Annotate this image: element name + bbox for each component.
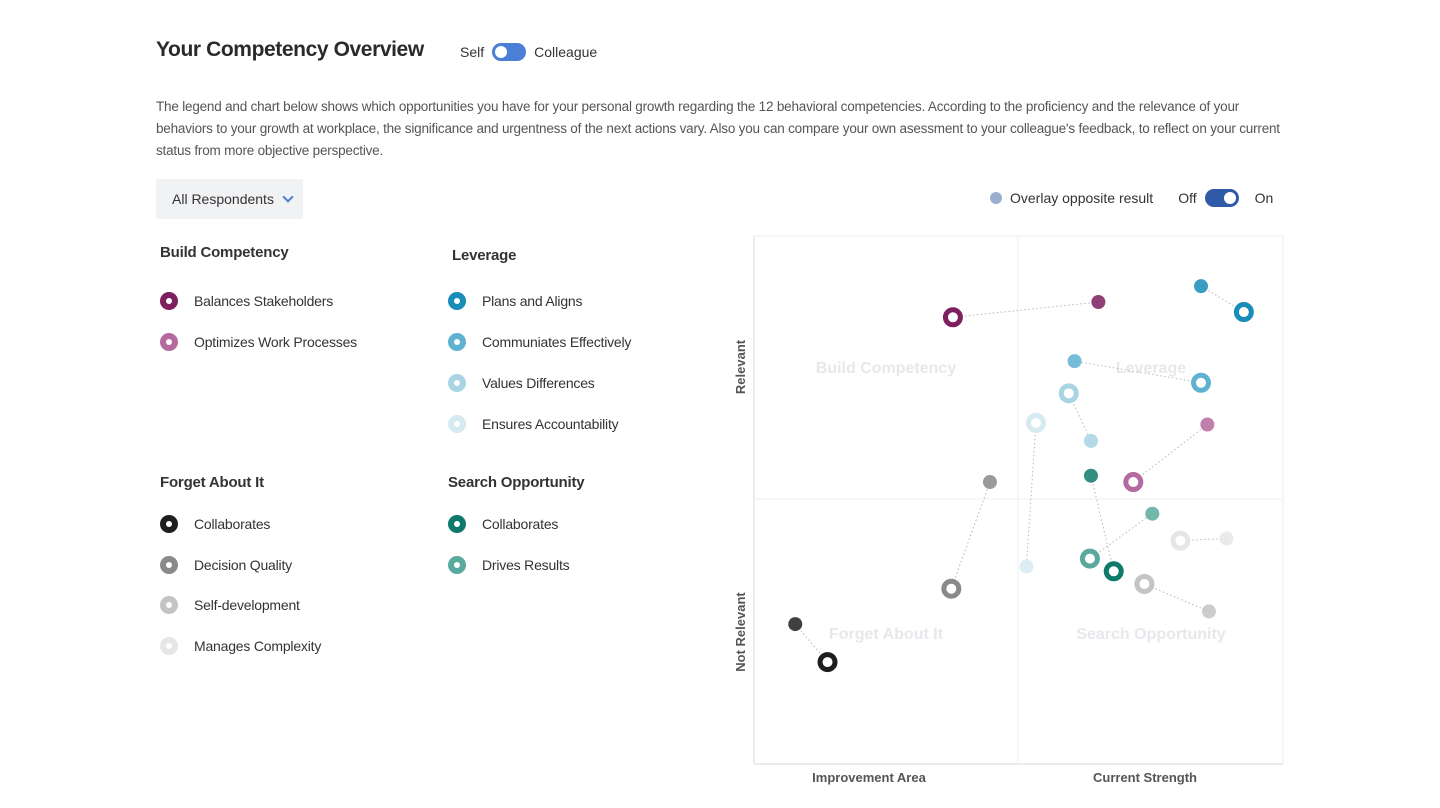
legend-ring-icon: [160, 292, 178, 310]
self-point: [1025, 412, 1046, 433]
legend-item[interactable]: Communiates Effectively: [448, 333, 631, 351]
legend-label: Decision Quality: [194, 557, 292, 573]
chart-svg: Build Competency Leverage Forget About I…: [733, 235, 1284, 785]
legend-label: Drives Results: [482, 557, 570, 573]
overlay-dot-icon: [990, 192, 1002, 204]
legend-title-build: Build Competency: [160, 244, 289, 261]
chart-marks: [788, 279, 1254, 673]
self-point: [817, 652, 838, 673]
competency-scatter-chart: Build Competency Leverage Forget About I…: [730, 230, 1290, 800]
legend-item[interactable]: Drives Results: [448, 556, 570, 574]
legend-ring-icon: [160, 637, 178, 655]
colleague-point: [788, 617, 803, 632]
connector-line: [1089, 513, 1153, 560]
legend-label: Optimizes Work Processes: [194, 334, 357, 350]
legend-label: Manages Complexity: [194, 638, 322, 654]
connector-line: [1090, 475, 1115, 572]
self-point: [1233, 302, 1254, 323]
legend-ring-icon: [448, 374, 466, 392]
legend-title-forget: Forget About It: [160, 474, 264, 491]
self-point: [1079, 548, 1100, 569]
self-point: [1058, 383, 1079, 404]
legend-label: Communiates Effectively: [482, 334, 632, 350]
quadrant-label-build: Build Competency: [816, 360, 957, 377]
connector-line: [950, 481, 991, 589]
colleague-point: [982, 475, 997, 490]
legend-title-search: Search Opportunity: [448, 474, 585, 491]
self-point: [942, 307, 963, 328]
legend-ring-icon: [160, 333, 178, 351]
legend-item[interactable]: Decision Quality: [160, 556, 292, 574]
colleague-point: [1067, 354, 1082, 369]
legend-item[interactable]: Balances Stakeholders: [160, 292, 333, 310]
overlay-off-label: Off: [1178, 190, 1197, 206]
colleague-point: [1091, 295, 1106, 309]
colleague-point: [1194, 279, 1209, 294]
self-point: [1170, 530, 1191, 551]
overlay-switch[interactable]: [1204, 189, 1239, 207]
legend-label: Balances Stakeholders: [194, 293, 333, 309]
legend-ring-icon: [160, 515, 178, 533]
quadrant-label-search: Search Opportunity: [1076, 626, 1225, 643]
legend-ring-icon: [448, 556, 466, 574]
respondents-selected: All Respondents: [172, 191, 274, 207]
legend-label: Collaborates: [194, 516, 271, 532]
legend-ring-icon: [448, 292, 466, 310]
colleague-point: [1200, 417, 1215, 432]
chevron-down-icon: [282, 191, 294, 203]
respondents-dropdown[interactable]: All Respondents: [156, 179, 303, 219]
legend-ring-icon: [160, 596, 178, 614]
legend-label: Self-development: [194, 597, 300, 613]
legend-title-leverage: Leverage: [452, 247, 517, 264]
legend-item[interactable]: Collaborates: [160, 515, 270, 533]
legend-item[interactable]: Collaborates: [448, 515, 558, 533]
y-label-relevant: Relevant: [733, 339, 748, 394]
switch-knob: [1223, 192, 1236, 204]
legend-item[interactable]: Plans and Aligns: [448, 292, 583, 310]
legend-item[interactable]: Self-development: [160, 596, 300, 614]
connector-line: [952, 301, 1099, 318]
self-point: [1123, 472, 1144, 493]
view-switch[interactable]: [492, 43, 527, 61]
self-point: [941, 578, 962, 599]
legend-ring-icon: [448, 333, 466, 351]
colleague-point: [1219, 531, 1234, 546]
legend-item[interactable]: Manages Complexity: [160, 637, 321, 655]
legend-item[interactable]: Values Differences: [448, 374, 595, 392]
overlay-control: Overlay opposite result Off On: [990, 189, 1273, 207]
page-title: Your Competency Overview: [156, 38, 424, 61]
switch-knob: [495, 46, 508, 58]
toggle-colleague-label: Colleague: [534, 44, 598, 60]
self-point: [1134, 573, 1155, 594]
legend-label: Plans and Aligns: [482, 293, 583, 309]
colleague-point: [1083, 433, 1098, 448]
toggle-self-label: Self: [460, 44, 485, 60]
colleague-point: [1145, 506, 1160, 521]
legend-ring-icon: [160, 556, 178, 574]
legend-ring-icon: [448, 415, 466, 433]
quadrant-label-forget: Forget About It: [829, 626, 944, 643]
quadrant-label-leverage: Leverage: [1116, 360, 1186, 377]
x-label-improvement: Improvement Area: [812, 770, 926, 785]
y-label-not-relevant: Not Relevant: [733, 592, 748, 672]
colleague-point: [1083, 468, 1098, 483]
self-colleague-toggle[interactable]: Self Colleague: [460, 43, 597, 61]
overlay-label: Overlay opposite result: [1010, 190, 1154, 206]
colleague-point: [1201, 604, 1216, 619]
self-point: [1103, 561, 1124, 582]
description-text: The legend and chart below shows which o…: [156, 99, 1280, 158]
legend-label: Values Differences: [482, 375, 595, 391]
x-label-strength: Current Strength: [1093, 770, 1197, 785]
colleague-point: [1019, 559, 1034, 574]
legend-item[interactable]: Ensures Accountability: [448, 415, 619, 433]
legend-item[interactable]: Optimizes Work Processes: [160, 333, 357, 351]
connector-line: [1074, 360, 1202, 384]
self-point: [1191, 372, 1212, 393]
legend-ring-icon: [448, 515, 466, 533]
legend-label: Ensures Accountability: [482, 416, 619, 432]
legend-label: Collaborates: [482, 516, 559, 532]
overlay-on-label: On: [1254, 190, 1274, 206]
